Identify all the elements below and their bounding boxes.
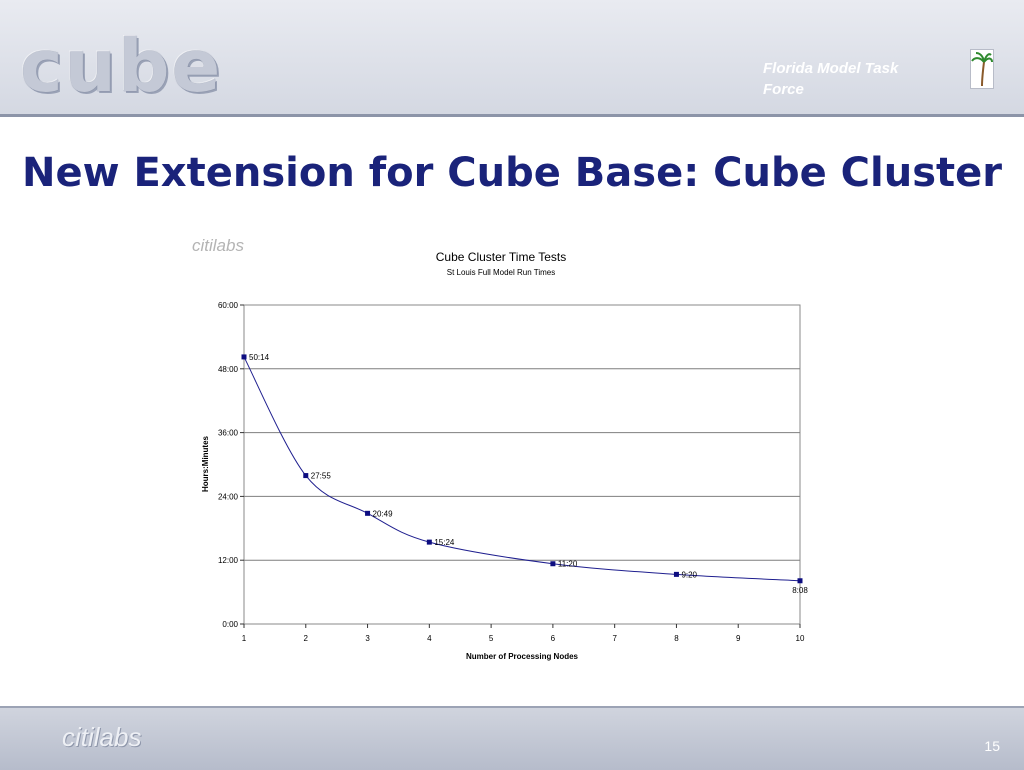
header-band [0,0,1024,117]
x-tick-label: 3 [365,634,370,643]
watermark-logo: citilabs [192,236,244,255]
org-name: Florida Model Task Force [763,58,933,100]
org-name-line2: Force [763,81,804,98]
x-tick-label: 8 [674,634,679,643]
x-tick-label: 4 [427,634,432,643]
data-point [241,354,247,360]
data-label: 27:55 [311,472,332,481]
palm-tree-icon [970,49,994,89]
footer-band [0,706,1024,770]
data-point [365,510,371,516]
y-tick-label: 0:00 [222,620,238,629]
y-tick-label: 12:00 [218,556,239,565]
chart-subtitle: St Louis Full Model Run Times [447,268,556,277]
x-tick-label: 6 [551,634,556,643]
data-point [426,539,432,545]
footer-logo: citilabs [62,722,142,752]
plot-frame [243,304,801,625]
x-tick-label: 7 [612,634,617,643]
data-point [797,578,803,584]
x-tick-label: 1 [242,634,247,643]
data-label: 50:14 [249,353,270,362]
data-point [303,473,309,479]
data-label: 15:24 [434,538,455,547]
org-name-line1: Florida Model Task [763,60,899,77]
x-axis-label: Number of Processing Nodes [466,652,579,661]
cube-logo: cube [20,24,223,108]
plot-area: 0:00 12:00 24:00 36:00 48:00 60:00 1 2 3 4 5 6 7 8 9 10… [218,301,808,643]
x-tick-label: 2 [304,634,309,643]
data-label: 11:20 [558,560,578,569]
page-number: 15 [984,738,1000,754]
data-label: 20:49 [373,509,394,518]
y-tick-label: 60:00 [218,301,239,310]
chart-title: Cube Cluster Time Tests [436,250,567,264]
data-point [673,571,679,577]
x-tick-label: 10 [796,634,805,643]
data-point [550,561,556,567]
y-tick-label: 48:00 [218,365,239,374]
x-tick-label: 5 [489,634,494,643]
y-axis-label: Hours:Minutes [201,435,210,492]
y-tick-label: 24:00 [218,492,239,501]
y-tick-label: 36:00 [218,429,239,438]
data-label: 9:20 [681,570,697,579]
x-tick-label: 9 [736,634,741,643]
data-label: 8:08 [792,586,808,595]
slide-title: New Extension for Cube Base: Cube Cluste… [22,150,1002,196]
